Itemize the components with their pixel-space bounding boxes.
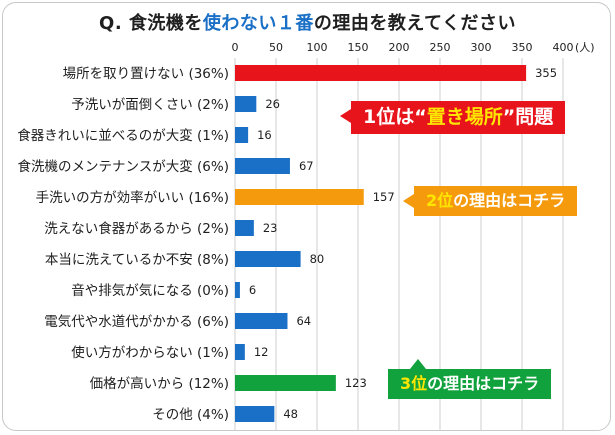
category-label-5: 手洗いの方が効率がいい (16%)	[36, 189, 229, 206]
category-label-8: 音や排気が気になる (0%)	[71, 282, 229, 299]
bar-11	[235, 375, 336, 391]
tick-label-350: 350	[512, 41, 533, 54]
callout-third-post: の理由はコチラ	[427, 374, 540, 393]
tick-label-200: 200	[389, 41, 410, 54]
bar-9	[235, 313, 288, 329]
callout-first-pre: 1位は“	[363, 106, 427, 128]
title-part-3: １	[276, 13, 296, 34]
value-label-4: 67	[299, 159, 314, 173]
category-label-3: 食器きれいに並べるのが大変 (1%)	[17, 127, 229, 144]
gridlines	[234, 58, 564, 431]
callout-first-post: ”問題	[502, 106, 554, 128]
tick-label-150: 150	[348, 41, 369, 54]
value-labels: 355 26 16 67 157 23 80 6 64 12 123 48	[249, 66, 557, 421]
value-label-5: 157	[373, 190, 395, 204]
tick-label-50: 50	[269, 41, 283, 54]
callout-second: 2位の理由はコチラ	[402, 186, 578, 216]
bar-8	[235, 282, 240, 298]
value-label-11: 123	[345, 376, 367, 390]
tick-label-250: 250	[430, 41, 451, 54]
value-label-10: 12	[254, 345, 269, 359]
category-labels: 場所を取り置けない (36%) 予洗いが面倒くさい (2%) 食器きれいに並べるのが…	[17, 66, 229, 423]
bar-12	[235, 406, 275, 422]
title-part-2: 使わない	[202, 13, 277, 34]
bar-4	[235, 158, 290, 174]
bars	[235, 65, 527, 422]
bar-6	[235, 220, 254, 236]
bar-2	[235, 96, 257, 112]
value-label-3: 16	[257, 128, 272, 142]
category-label-4: 食洗機のメンテナンスが大変 (6%)	[18, 158, 229, 175]
axis-unit: (人)	[575, 41, 595, 54]
callout-second-highlight: 2位	[426, 191, 454, 210]
value-label-9: 64	[296, 314, 311, 328]
title-part-4: 番	[295, 13, 314, 34]
callout-third: 3位の理由はコチラ	[388, 359, 552, 399]
value-label-2: 26	[265, 97, 280, 111]
bar-7	[235, 251, 301, 267]
category-label-9: 電気代や水道代がかかる (6%)	[44, 314, 229, 330]
category-label-11: 価格が高いから (12%)	[90, 375, 229, 392]
tick-label-100: 100	[307, 41, 328, 54]
callout-third-highlight: 3位	[400, 374, 428, 393]
title-part-5: の理由を教えてください	[313, 13, 516, 34]
category-label-7: 本当に洗えているか不安 (8%)	[45, 252, 229, 268]
bar-10	[235, 344, 245, 360]
tick-label-300: 300	[471, 41, 492, 54]
value-label-12: 48	[283, 407, 298, 421]
callout-first: 1位は“置き場所”問題	[339, 101, 566, 134]
category-label-12: その他 (4%)	[152, 407, 229, 423]
value-label-1: 355	[535, 66, 557, 80]
callout-second-post: の理由はコチラ	[453, 191, 566, 210]
bar-3	[235, 127, 249, 143]
callout-first-highlight: 置き場所	[426, 106, 503, 128]
category-label-6: 洗えない食器があるから (2%)	[44, 220, 229, 237]
tick-label-0: 0	[232, 41, 239, 54]
value-label-7: 80	[310, 252, 325, 266]
axis-tick-labels: 0 50 100 150 200 250 300 350 400 (人)	[232, 41, 595, 54]
category-label-10: 使い方がわからない (1%)	[71, 344, 229, 361]
title-part-1: Q. 食洗機を	[99, 13, 203, 34]
tick-label-400: 400	[553, 41, 574, 54]
value-label-8: 6	[249, 283, 256, 297]
value-label-6: 23	[263, 221, 278, 235]
chart-title: Q. 食洗機を使わない１番の理由を教えてください	[0, 9, 615, 35]
bar-5	[235, 189, 364, 205]
category-label-1: 場所を取り置けない (36%)	[63, 66, 229, 82]
bar-1	[235, 65, 527, 81]
category-label-2: 予洗いが面倒くさい (2%)	[71, 97, 229, 113]
